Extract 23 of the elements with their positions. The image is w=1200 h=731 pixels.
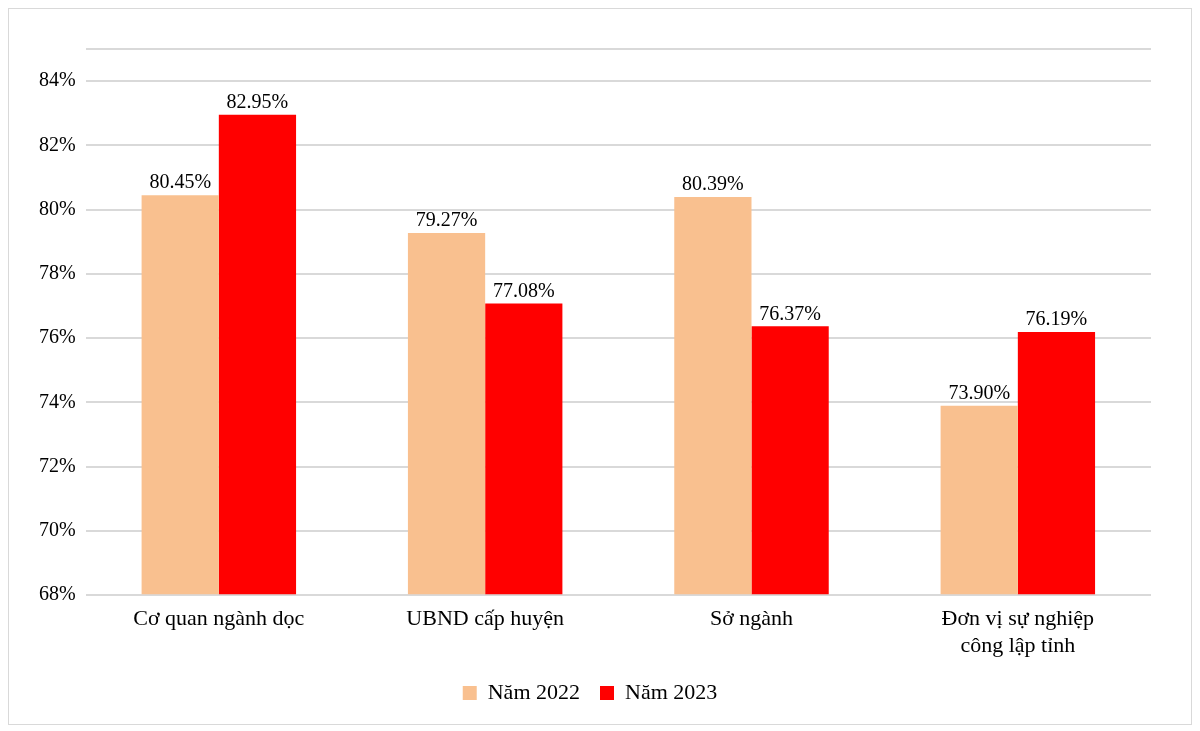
x-tick-label: Cơ quan ngành dọc: [133, 605, 305, 631]
y-tick-label: 82%: [38, 132, 76, 155]
legend-label: Năm 2022: [487, 678, 580, 704]
y-tick-label: 74%: [38, 389, 76, 412]
x-tick-label: UBND cấp huyện: [406, 605, 564, 631]
y-tick-label: 80%: [38, 196, 76, 219]
legend-label: Năm 2023: [625, 678, 718, 704]
y-tick-label: 68%: [38, 582, 76, 605]
data-label: 79.27%: [415, 208, 478, 231]
data-label: 76.19%: [1025, 307, 1088, 330]
data-label: 80.39%: [682, 172, 744, 195]
y-tick-label: 76%: [38, 325, 76, 348]
data-label: 82.95%: [226, 90, 289, 113]
x-tick-label: Sở ngành: [709, 605, 794, 631]
y-tick-label: 70%: [38, 518, 76, 541]
x-tick-label: Đơn vị sự nghiệp công lập tỉnh: [941, 605, 1095, 657]
data-label: 76.37%: [759, 301, 821, 324]
data-label: 80.45%: [149, 170, 212, 193]
data-label: 77.08%: [492, 278, 555, 301]
y-tick-label: 72%: [38, 453, 76, 476]
y-tick-label: 84%: [38, 68, 76, 91]
y-tick-label: 78%: [38, 261, 76, 284]
data-label: 73.90%: [948, 380, 1011, 403]
